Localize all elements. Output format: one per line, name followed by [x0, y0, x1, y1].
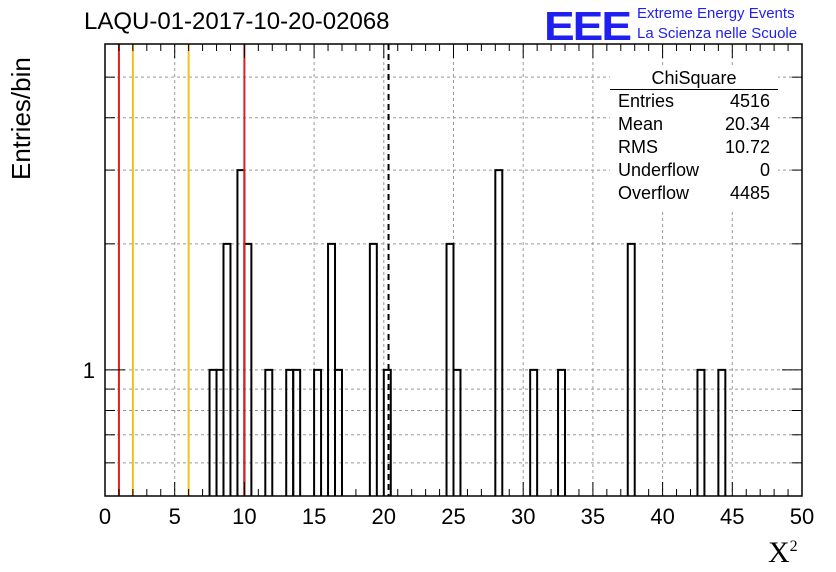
histogram-bin — [696, 368, 706, 496]
x-tick-label: 5 — [169, 504, 181, 529]
histogram-bin — [382, 368, 392, 496]
x-tick-label: 0 — [99, 504, 111, 529]
stats-value: 4485 — [729, 183, 770, 203]
x-axis-label-superscript: 2 — [789, 538, 798, 555]
stats-label: Entries — [618, 91, 675, 111]
histogram-bin — [313, 368, 323, 496]
stats-label: Mean — [618, 114, 664, 134]
histogram-bin — [236, 169, 246, 496]
eee-logo-mark: EEE — [544, 2, 632, 49]
histogram-bin — [626, 242, 636, 496]
logo-line-2: La Scienza nelle Scuole — [637, 25, 798, 42]
x-tick-label: 15 — [302, 504, 326, 529]
histogram-bin — [529, 368, 539, 496]
histogram-bin — [557, 368, 567, 496]
x-tick-label: 10 — [232, 504, 256, 529]
stats-value: 10.72 — [724, 137, 770, 157]
x-tick-label: 25 — [441, 504, 465, 529]
stats-row: Overflow 4485 — [610, 182, 778, 205]
x-tick-label: 45 — [720, 504, 744, 529]
y-tick-label: 1 — [83, 358, 95, 383]
stats-value: 0 — [759, 160, 770, 180]
histogram-bin — [292, 368, 302, 496]
x-tick-label: 50 — [790, 504, 814, 529]
histogram-bin — [264, 368, 274, 496]
histogram-bin — [494, 169, 504, 496]
histogram-bin — [222, 242, 232, 496]
eee-logo-text: Extreme Energy Events La Scienza nelle S… — [637, 4, 797, 44]
x-axis-label-base: X — [768, 536, 790, 569]
stats-value: 20.34 — [724, 114, 770, 134]
histogram-bin — [368, 242, 378, 496]
x-axis-label: X2 — [768, 536, 798, 570]
x-tick-label: 20 — [372, 504, 396, 529]
chart-title: LAQU-01-2017-10-20-02068 — [84, 8, 390, 35]
stats-label: RMS — [618, 137, 658, 157]
stats-value: 4516 — [729, 91, 770, 111]
x-tick-label: 35 — [581, 504, 605, 529]
stats-title: ChiSquare — [610, 66, 778, 90]
stats-label: Overflow — [618, 183, 690, 203]
histogram-bin — [717, 368, 727, 496]
x-tick-label: 30 — [511, 504, 535, 529]
stats-row: Mean 20.34 — [610, 113, 778, 136]
stats-row: RMS 10.72 — [610, 136, 778, 159]
histogram-bin — [334, 368, 343, 496]
stats-row: Underflow 0 — [610, 159, 778, 182]
x-tick-label: 40 — [650, 504, 674, 529]
logo-line-1: Extreme Energy Events — [637, 5, 795, 22]
stats-label: Underflow — [618, 160, 700, 180]
histogram-bin — [452, 368, 462, 496]
stats-row: Entries 4516 — [610, 90, 778, 113]
y-axis-label: Entries/bin — [6, 57, 36, 180]
stats-box: ChiSquare Entries 4516 Mean 20.34 RMS 10.72… — [610, 66, 778, 210]
